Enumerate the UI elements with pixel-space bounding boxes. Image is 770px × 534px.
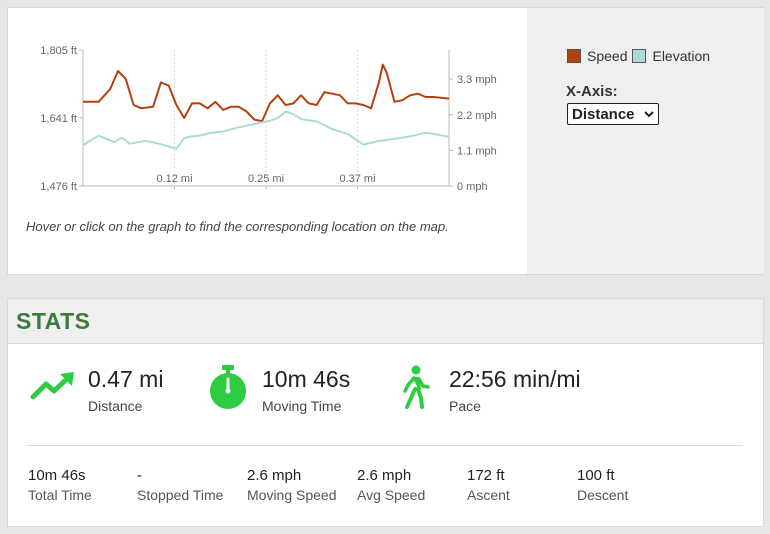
- walking-person-icon: [403, 365, 430, 409]
- stat-descent-value: 100 ft: [577, 467, 615, 484]
- stat-total-time-label: Total Time: [28, 487, 92, 503]
- stat-total-time: 10m 46s Total Time: [28, 467, 92, 503]
- y-right-tick-label: 0 mph: [457, 181, 488, 193]
- stat-moving-speed-value: 2.6 mph: [247, 467, 302, 484]
- stats-divider: [26, 445, 743, 446]
- stats-header: STATS: [8, 299, 763, 344]
- speed-swatch: [567, 49, 581, 63]
- stat-pace-label: Pace: [449, 398, 481, 414]
- stat-distance-label: Distance: [88, 398, 143, 414]
- stopwatch-icon: [210, 365, 246, 409]
- stat-avg-speed: 2.6 mph Avg Speed: [357, 467, 425, 503]
- stat-descent-label: Descent: [577, 487, 629, 503]
- stat-distance-value: 0.47 mi: [88, 366, 164, 392]
- stat-stopped-time-value: -: [137, 467, 142, 484]
- x-tick-label: 0.25 mi: [248, 173, 284, 185]
- y-right-tick-label: 1.1 mph: [457, 145, 497, 157]
- stat-moving-speed: 2.6 mph Moving Speed: [247, 467, 337, 503]
- graph-controls: Speed Elevation X-Axis: Distance: [527, 8, 764, 274]
- trend-up-icon: [30, 372, 74, 400]
- speed-elevation-chart[interactable]: 1,805 ft 1,641 ft 1,476 ft 3.3 mph 2.2 mph 1.…: [8, 8, 527, 274]
- stat-pace: 22:56 min/mi Pace: [449, 366, 581, 414]
- stat-stopped-time: - Stopped Time: [137, 467, 223, 503]
- speed-line: [83, 63, 450, 123]
- y-left-tick-label: 1,476 ft: [40, 181, 77, 193]
- stat-stopped-time-label: Stopped Time: [137, 487, 224, 503]
- y-left-tick-label: 1,641 ft: [40, 113, 77, 125]
- stat-moving-time-value: 10m 46s: [262, 366, 351, 392]
- elevation-swatch: [632, 49, 647, 63]
- y-left-tick-label: 1,805 ft: [40, 45, 77, 57]
- graph-panel: 1,805 ft 1,641 ft 1,476 ft 3.3 mph 2.2 mph 1.…: [7, 7, 764, 275]
- elevation-line: [82, 110, 450, 150]
- stat-descent: 100 ft Descent: [577, 467, 628, 503]
- stat-ascent-value: 172 ft: [467, 467, 505, 484]
- y-right-tick-label: 2.2 mph: [457, 110, 497, 122]
- x-tick-label: 0.37 mi: [339, 173, 375, 185]
- stat-avg-speed-value: 2.6 mph: [357, 467, 412, 484]
- stat-avg-speed-label: Avg Speed: [357, 487, 426, 503]
- stat-moving-time: 10m 46s Moving Time: [262, 366, 350, 414]
- chevron-down-icon: [644, 111, 654, 118]
- x-tick-label: 0.12 mi: [156, 173, 192, 185]
- stat-ascent: 172 ft Ascent: [467, 467, 510, 503]
- stat-distance: 0.47 mi Distance: [88, 366, 163, 414]
- stat-ascent-label: Ascent: [467, 487, 510, 503]
- stat-pace-value: 22:56 min/mi: [449, 366, 581, 392]
- chart-legend: Speed Elevation: [567, 48, 710, 64]
- x-axis-select[interactable]: Distance: [567, 103, 659, 125]
- stats-panel: STATS 0.47 mi Distance 10m 46s Moving Ti…: [7, 298, 764, 527]
- stat-total-time-value: 10m 46s: [28, 467, 86, 484]
- x-axis-selected: Distance: [572, 105, 635, 123]
- legend-speed: Speed: [587, 48, 628, 64]
- y-right-tick-label: 3.3 mph: [457, 74, 497, 86]
- graph-hint: Hover or click on the graph to find the …: [26, 219, 449, 234]
- x-axis-label: X-Axis:: [566, 83, 618, 100]
- legend-elevation: Elevation: [652, 48, 711, 64]
- stats-title: STATS: [16, 308, 91, 334]
- stat-moving-speed-label: Moving Speed: [247, 487, 337, 503]
- stat-moving-time-label: Moving Time: [262, 398, 342, 414]
